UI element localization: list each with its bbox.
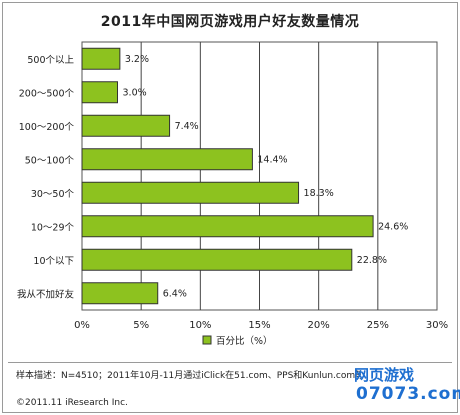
data-label: 3.2% — [125, 54, 149, 65]
bar — [81, 282, 159, 305]
bar — [81, 215, 374, 238]
bar — [81, 248, 353, 271]
legend-swatch — [202, 335, 212, 345]
x-tick-label: 20% — [308, 320, 330, 331]
bar — [81, 47, 121, 70]
legend: 百分比（%） — [202, 335, 273, 347]
x-tick-label: 5% — [133, 320, 149, 331]
category-label: 我从不加好友 — [17, 288, 75, 300]
bar — [81, 81, 118, 104]
category-label: 50～100个 — [25, 155, 75, 166]
footer-divider — [8, 362, 452, 363]
x-tick-label: 0% — [74, 320, 90, 331]
bar — [81, 114, 171, 137]
bars — [81, 47, 374, 305]
data-label: 7.4% — [175, 121, 199, 132]
category-label: 200～500个 — [19, 88, 75, 99]
data-label: 14.4% — [257, 154, 287, 165]
data-label: 24.6% — [378, 221, 408, 232]
chart-title: 2011年中国网页游戏用户好友数量情况 — [100, 14, 360, 30]
data-label: 18.3% — [304, 188, 334, 199]
category-label: 500个以上 — [27, 55, 74, 66]
category-label: 100～200个 — [19, 122, 75, 133]
x-tick-label: 25% — [367, 320, 389, 331]
data-label: 6.4% — [163, 288, 187, 299]
x-tick-labels: 0% 5% 10% 15% 20% 25% 30% — [74, 320, 448, 331]
bar — [81, 148, 253, 171]
category-label: 10个以下 — [33, 256, 74, 267]
data-label: 3.0% — [123, 87, 147, 98]
data-labels: 3.2% 3.0% 7.4% 14.4% 18.3% 24.6% 22.8% 6.4% — [123, 54, 409, 300]
category-label: 30～50个 — [31, 189, 75, 200]
x-tick-label: 10% — [189, 320, 211, 331]
data-label: 22.8% — [357, 255, 387, 266]
sample-description: 样本描述：N=4510；2011年10月-11月通过iClick在51.com、… — [16, 371, 361, 381]
watermark-logo: 网页游戏 07073.com — [352, 364, 460, 410]
watermark-site: 07073.com — [356, 384, 460, 404]
watermark-text: 网页游戏 — [354, 366, 415, 384]
x-tick-label: 30% — [426, 320, 448, 331]
legend-label: 百分比（%） — [216, 335, 273, 347]
category-label: 10～29个 — [31, 222, 75, 233]
copyright: ©2011.11 iResearch Inc. — [16, 398, 128, 408]
bar — [81, 181, 300, 204]
category-labels: 500个以上 200～500个 100～200个 50～100个 30～50个 10～29… — [17, 55, 75, 301]
x-tick-label: 15% — [248, 320, 270, 331]
